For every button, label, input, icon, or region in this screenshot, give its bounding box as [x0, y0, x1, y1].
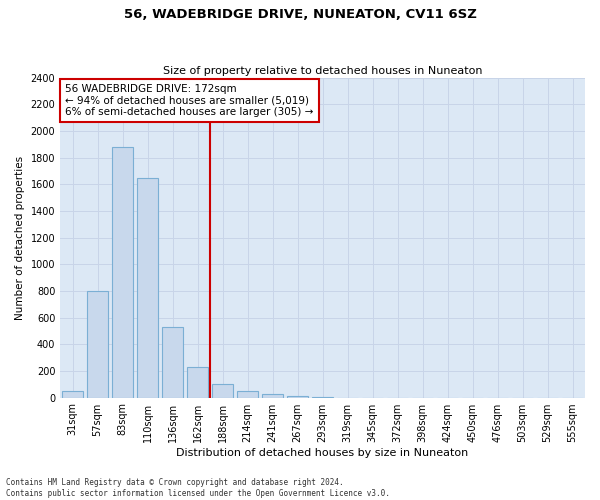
Bar: [62, 391, 83, 398]
Bar: [162, 327, 183, 398]
Y-axis label: Number of detached properties: Number of detached properties: [15, 156, 25, 320]
Text: 56 WADEBRIDGE DRIVE: 172sqm
← 94% of detached houses are smaller (5,019)
6% of s: 56 WADEBRIDGE DRIVE: 172sqm ← 94% of det…: [65, 84, 314, 117]
Bar: [112, 147, 133, 398]
Bar: [262, 394, 283, 398]
Bar: [187, 367, 208, 398]
Bar: [137, 178, 158, 398]
Bar: [87, 291, 108, 398]
Bar: [287, 396, 308, 398]
Bar: [237, 391, 258, 398]
X-axis label: Distribution of detached houses by size in Nuneaton: Distribution of detached houses by size …: [176, 448, 469, 458]
Title: Size of property relative to detached houses in Nuneaton: Size of property relative to detached ho…: [163, 66, 482, 76]
Text: Contains HM Land Registry data © Crown copyright and database right 2024.
Contai: Contains HM Land Registry data © Crown c…: [6, 478, 390, 498]
Bar: [312, 397, 333, 398]
Text: 56, WADEBRIDGE DRIVE, NUNEATON, CV11 6SZ: 56, WADEBRIDGE DRIVE, NUNEATON, CV11 6SZ: [124, 8, 476, 20]
Bar: [212, 384, 233, 398]
